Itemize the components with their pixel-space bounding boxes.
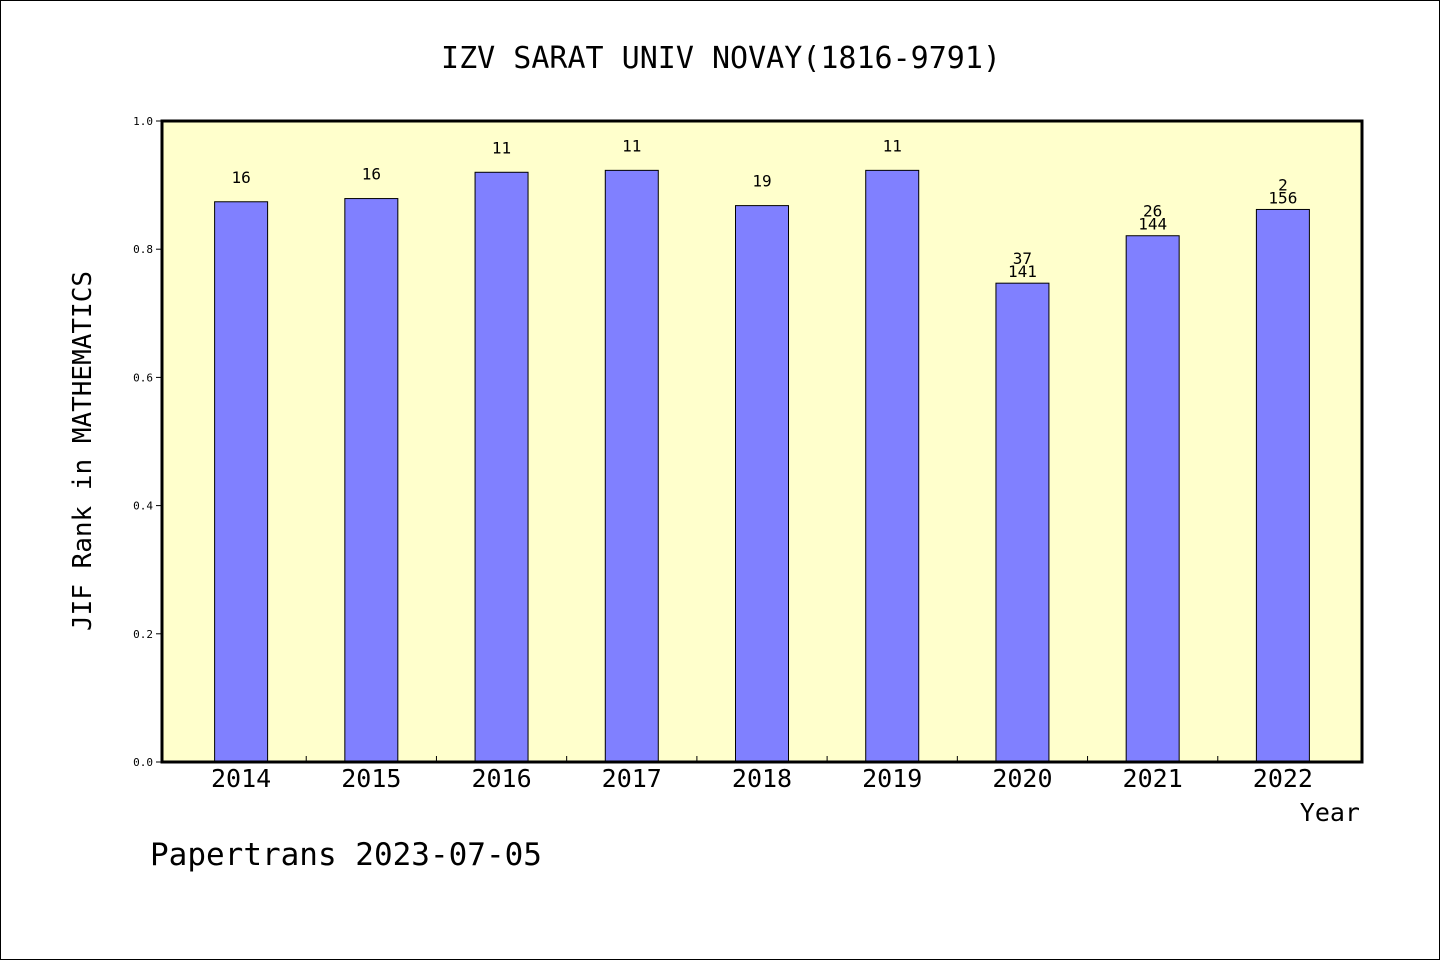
- x-axis-label: Year: [1300, 798, 1360, 827]
- bar-label-2021-1: 144: [1138, 215, 1167, 234]
- x-tick-label-2022: 2022: [1253, 764, 1313, 793]
- bar-label-2021-0: 26: [1143, 202, 1162, 221]
- bar-2022: [1255, 208, 1310, 763]
- bar-2021: [1125, 235, 1180, 763]
- y-tick-label-5: 1.0: [133, 115, 153, 128]
- bar-label-2022-0: 2: [1278, 175, 1288, 194]
- y-tick-label-0: 0.0: [133, 756, 153, 769]
- bar-2016: [474, 171, 529, 763]
- bar-label-2022-1: 156: [1268, 188, 1297, 207]
- x-tick-label-2016: 2016: [471, 764, 531, 793]
- y-axis-label: JIF Rank in MATHEMATICS: [68, 271, 98, 631]
- y-axis: 0.0 0.2 0.4 0.6 0.8 1.0: [133, 115, 162, 769]
- bar-2015: [344, 198, 399, 763]
- bar-label-2019-0: 11: [883, 136, 902, 155]
- bar-2019: [865, 169, 920, 763]
- bar-2018: [735, 205, 789, 763]
- bar-2017: [604, 169, 659, 763]
- bar-label-2014-0: 16: [231, 168, 250, 187]
- x-axis: 2014 2015 2016 2017 2018 2019 2020 2021 2022: [211, 756, 1313, 793]
- bar-label-2017-0: 11: [622, 136, 641, 155]
- x-tick-label-2019: 2019: [862, 764, 922, 793]
- y-tick-label-1: 0.2: [133, 628, 153, 641]
- x-tick-label-2018: 2018: [732, 764, 792, 793]
- bars: [214, 169, 1310, 763]
- bar-label-2015-0: 16: [362, 165, 381, 184]
- plot-border: [160, 119, 1364, 764]
- y-tick-label-2: 0.4: [133, 500, 153, 513]
- x-tick-label-2015: 2015: [341, 764, 401, 793]
- bar-label-2016-0: 11: [492, 138, 511, 157]
- x-tick-label-2014: 2014: [211, 764, 271, 793]
- bar-label-2018-0: 19: [752, 172, 771, 191]
- bar-label-2020-1: 141: [1008, 262, 1037, 281]
- bar-label-2020-0: 37: [1013, 249, 1032, 268]
- chart-title: IZV SARAT UNIV NOVAY(1816-9791): [441, 41, 1001, 76]
- y-tick-label-3: 0.6: [133, 371, 153, 384]
- y-tick-label-4: 0.8: [133, 243, 153, 256]
- x-tick-label-2021: 2021: [1123, 764, 1183, 793]
- bar-2020: [995, 282, 1050, 763]
- x-tick-label-2020: 2020: [992, 764, 1052, 793]
- bar-2014: [214, 201, 269, 763]
- x-tick-label-2017: 2017: [602, 764, 662, 793]
- footer-credit: Papertrans 2023-07-05: [150, 837, 542, 873]
